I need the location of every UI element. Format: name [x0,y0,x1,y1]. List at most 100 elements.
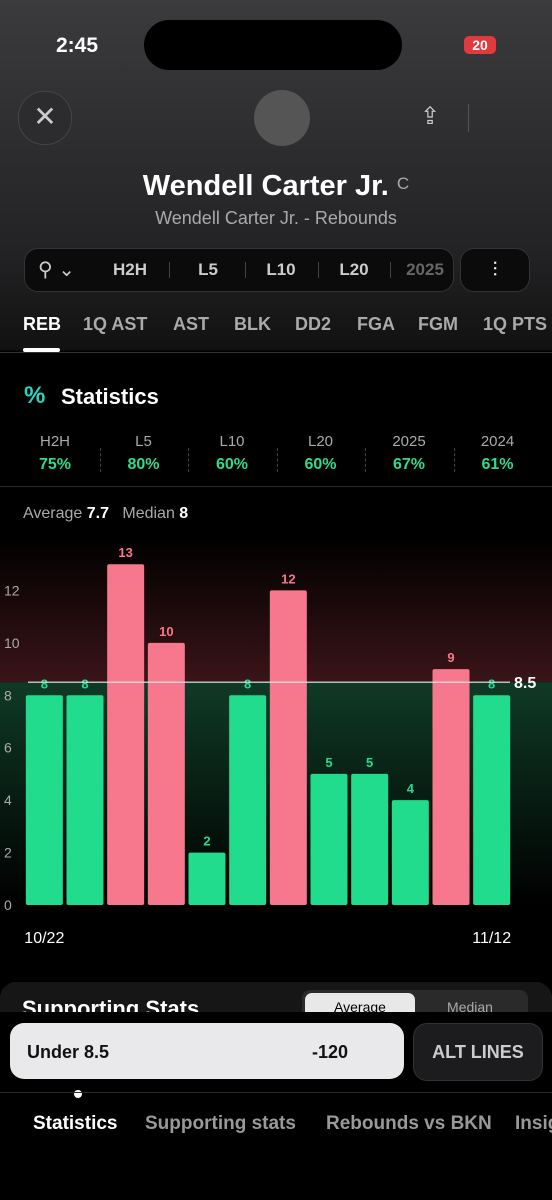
player-name: Wendell Carter Jr. C [0,170,552,203]
bar [66,695,104,905]
dynamic-island [144,20,402,70]
hit-rate-divider [276,448,279,472]
hit-rate-value: 61% [481,456,514,473]
bet-label: Under 8.5 [27,1042,110,1062]
data-label: 2 [203,834,210,849]
data-label: 12 [281,571,295,586]
median: 8 [179,505,189,522]
y-tick-label: 4 [4,792,12,808]
percent-icon: % [24,382,46,409]
data-label: 9 [447,650,454,665]
summary: Average 7.7 Median 8 [23,505,188,523]
bar [473,695,511,905]
stat-tab[interactable]: DD2 [295,314,332,334]
alt-lines-button[interactable]: ALT LINES [413,1023,543,1081]
bar [147,642,185,905]
bar [391,800,429,905]
hit-rate-label: L10 [219,433,245,450]
hit-rate-divider [99,448,102,472]
filter-tab[interactable]: L20 [339,260,369,279]
hit-rate-label: 2025 [392,433,426,450]
filter-divider [244,262,246,278]
hit-rate-value: 80% [127,456,160,473]
median-label: Median [122,505,175,522]
bar [269,590,307,905]
section-title: Statistics [61,384,159,409]
bet-button[interactable] [10,1023,404,1079]
settings-button[interactable]: ⫶ [460,248,530,292]
stat-tab[interactable]: FGA [357,314,395,334]
y-tick-label: 6 [4,740,12,756]
y-tick-label: 12 [4,582,20,598]
data-label: 8 [41,676,48,691]
time: 2:45 [56,34,99,57]
stat-tab[interactable]: BLK [234,314,271,334]
y-tick-label: 8 [4,687,12,703]
data-label: 10 [159,624,173,639]
x-tick-label: 11/12 [472,930,511,947]
filter-divider [317,262,319,278]
stat-tab[interactable]: 1Q PTS [483,314,548,334]
hit-rate-divider [453,448,456,472]
insight-filter[interactable]: ⚲ ⌄ [38,259,75,281]
hit-rate-label: 2024 [480,433,515,450]
tab-underline [23,348,60,352]
bar [25,695,63,905]
data-label: 13 [118,545,132,560]
threshold-label: 8.5 [514,675,536,692]
subtitle: Wendell Carter Jr. - Rebounds [155,208,397,228]
y-tick-label: 10 [4,635,20,651]
name: Wendell Carter Jr. [142,170,389,202]
hit-rate-divider [365,448,367,472]
hit-rate-divider [188,448,190,472]
separator [0,352,552,353]
bet-odds: -120 [312,1042,349,1062]
toggle-median[interactable]: Median [447,999,493,1015]
hit-rate-value: 60% [215,456,249,473]
bar [107,564,145,905]
filter-tab[interactable]: 2025 [406,260,444,279]
hit-rate-value: 67% [392,456,426,473]
separator [0,486,552,487]
chart: 0 2 4 6 8 10 12 8 10/22 8 13 10 2 8 12 5 5 4 9 8 11/12 8.5 [0,538,552,947]
stat-tab[interactable]: AST [173,314,209,334]
hit-rate-value: 75% [38,456,72,473]
bar [229,695,267,905]
share-button[interactable]: ⇪ [420,103,441,130]
data-label: 8 [244,676,251,691]
stat-tab[interactable]: FGM [418,314,458,334]
stat-tab[interactable]: REB [23,314,62,334]
bar [310,773,348,905]
average-label: Average [23,505,83,522]
battery: 20 [464,36,496,54]
filter-bar [24,248,454,292]
filter-tab[interactable]: L10 [266,260,296,279]
data-label: 5 [325,755,332,770]
bottom-tab[interactable]: Rebounds vs BKN [326,1113,492,1134]
filter-divider [389,262,391,278]
filter-tab[interactable]: L5 [198,260,218,279]
divider [468,104,469,132]
close-button[interactable]: ✕ [18,91,72,145]
player-avatar [254,90,310,146]
data-label: 4 [407,781,415,796]
separator [0,1092,552,1093]
bottom-tab[interactable]: Supporting stats [145,1113,296,1134]
average: 7.7 [86,505,110,522]
filter-tab[interactable]: H2H [112,260,147,279]
bottom-tab[interactable]: Insights [515,1113,552,1134]
hit-rate-label: L20 [307,433,334,450]
bar [351,773,389,905]
data-label: 8 [81,676,88,691]
data-label: 8 [488,676,495,691]
filter-divider [169,262,170,278]
bar [188,852,226,905]
x-tick-label: 10/22 [24,930,64,947]
stat-tab[interactable]: 1Q AST [83,314,148,334]
bottom-tab[interactable]: Statistics [33,1113,118,1134]
hit-rate-value: 60% [304,456,337,473]
y-tick-label: 0 [4,897,12,913]
hit-rate-label: L5 [135,433,152,450]
data-label: 5 [366,755,373,770]
bar [432,669,470,905]
